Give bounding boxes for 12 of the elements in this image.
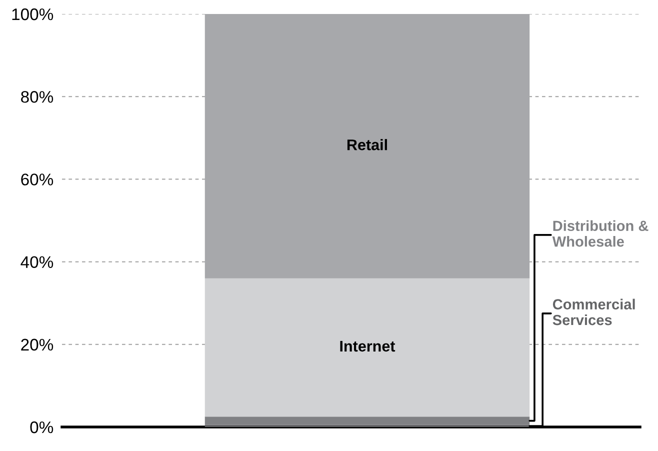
- y-tick-label: 60%: [21, 174, 54, 186]
- series-label: Internet: [340, 340, 396, 352]
- text: Distribution & Wholesale: [552, 220, 648, 247]
- y-tick-label: 20%: [21, 338, 54, 351]
- y-tick-label: 100%: [12, 8, 54, 20]
- y-tick-label: 0%: [30, 421, 54, 434]
- y-tick-label: 40%: [20, 256, 54, 268]
- text: Commercial Services: [552, 298, 635, 326]
- bar: [204, 416, 530, 425]
- y-tick-label: 80%: [21, 91, 54, 103]
- bar: [204, 278, 530, 417]
- series-label: Retail: [347, 139, 387, 150]
